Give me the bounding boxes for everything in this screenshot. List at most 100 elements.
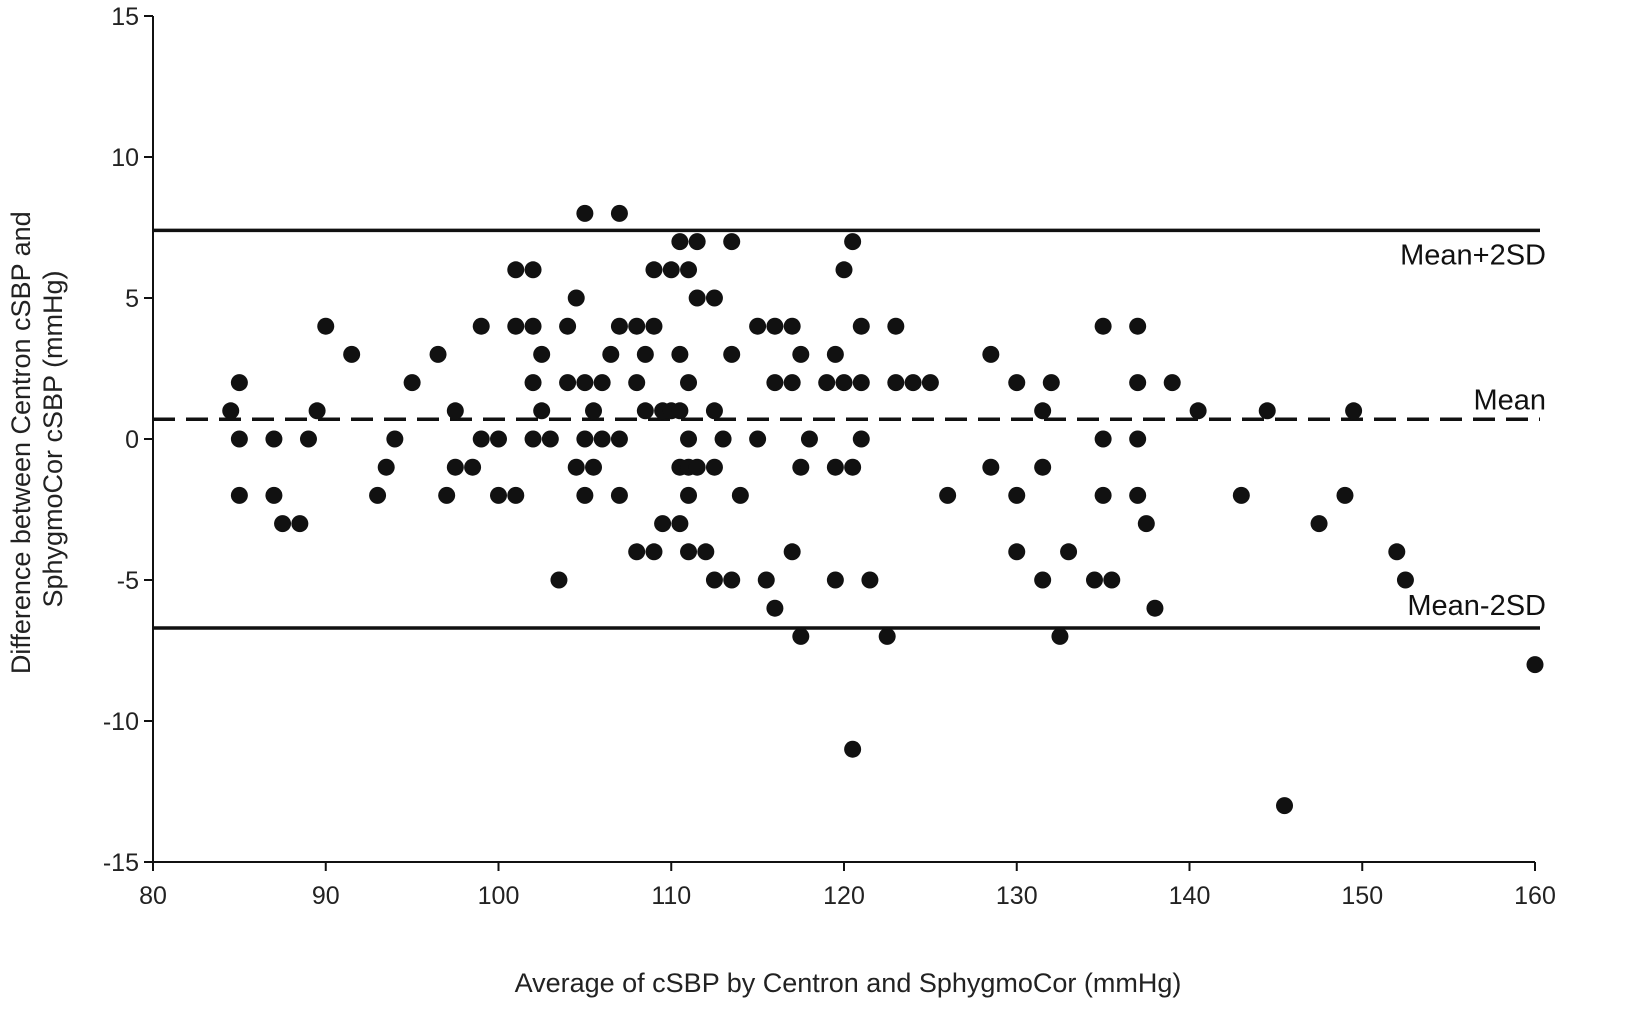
data-point: [671, 233, 689, 251]
data-point: [1034, 571, 1052, 589]
data-point: [783, 317, 801, 335]
data-point: [559, 317, 577, 335]
data-point: [904, 374, 922, 392]
data-point: [299, 430, 317, 448]
data-point: [1008, 374, 1026, 392]
data-point: [429, 345, 447, 363]
data-point: [766, 317, 784, 335]
y-axis-title-line-2: SphygmoCor cSBP (mmHg): [38, 270, 68, 607]
data-point: [524, 430, 542, 448]
x-tick-label: 90: [312, 882, 340, 910]
data-point: [636, 402, 654, 420]
y-axis-title: Difference between Centron cSBP and Sphy…: [6, 204, 68, 674]
y-tick-label: 5: [125, 285, 139, 313]
data-point: [1094, 430, 1112, 448]
data-point: [1008, 543, 1026, 561]
data-point: [844, 740, 862, 758]
data-point: [705, 289, 723, 307]
y-tick-label: 15: [111, 3, 139, 31]
data-point: [1094, 486, 1112, 504]
data-point: [1051, 627, 1069, 645]
data-point: [852, 430, 870, 448]
data-point: [1129, 430, 1147, 448]
data-point: [818, 374, 836, 392]
data-point: [472, 317, 490, 335]
data-point: [464, 458, 482, 476]
data-point: [766, 374, 784, 392]
data-point: [403, 374, 421, 392]
axes: [144, 15, 1536, 871]
data-point: [1129, 317, 1147, 335]
data-point: [861, 571, 879, 589]
data-point: [446, 458, 464, 476]
data-point: [1276, 797, 1294, 815]
data-point: [610, 317, 628, 335]
data-point: [645, 543, 663, 561]
data-point: [783, 543, 801, 561]
data-point: [982, 345, 1000, 363]
data-point: [1085, 571, 1103, 589]
data-point: [576, 430, 594, 448]
data-point: [688, 233, 706, 251]
y-tick-label: -5: [117, 567, 139, 595]
data-point: [697, 543, 715, 561]
data-point: [628, 543, 646, 561]
data-point: [291, 515, 309, 533]
data-point: [585, 402, 603, 420]
data-point: [1129, 374, 1147, 392]
data-point: [602, 345, 620, 363]
y-tick-label: -10: [103, 708, 139, 736]
data-point: [576, 204, 594, 222]
data-point: [688, 289, 706, 307]
x-tick-label: 160: [1514, 882, 1556, 910]
data-point: [610, 486, 628, 504]
y-tick-label: -15: [103, 849, 139, 877]
data-point: [507, 261, 525, 279]
data-point: [507, 317, 525, 335]
data-point: [610, 204, 628, 222]
x-tick-label: 100: [478, 882, 520, 910]
data-point: [714, 430, 732, 448]
data-point: [593, 374, 611, 392]
data-point: [939, 486, 957, 504]
data-point: [792, 627, 810, 645]
data-point: [662, 261, 680, 279]
data-point: [1146, 599, 1164, 617]
y-axis-title-line-1: Difference between Centron cSBP and: [6, 211, 36, 674]
data-point: [1396, 571, 1414, 589]
data-point: [308, 402, 326, 420]
data-point: [490, 430, 507, 448]
data-point: [705, 571, 723, 589]
data-point: [1336, 486, 1354, 504]
data-point: [628, 317, 646, 335]
data-point: [343, 345, 361, 363]
data-point: [1258, 402, 1276, 420]
data-point: [1232, 486, 1250, 504]
data-point: [792, 345, 810, 363]
data-point: [723, 571, 741, 589]
data-point: [826, 458, 844, 476]
data-point: [792, 458, 810, 476]
data-point: [386, 430, 404, 448]
reference-label: Mean: [1473, 384, 1546, 416]
data-point: [230, 374, 248, 392]
data-point: [1008, 486, 1026, 504]
data-point: [878, 627, 896, 645]
data-point: [541, 430, 559, 448]
x-tick-label: 120: [823, 882, 865, 910]
data-point: [628, 374, 646, 392]
data-point: [265, 430, 283, 448]
data-point: [446, 402, 464, 420]
data-point: [559, 374, 577, 392]
data-point: [533, 402, 551, 420]
data-point: [723, 233, 741, 251]
data-point: [749, 317, 767, 335]
data-point: [524, 317, 542, 335]
data-point: [230, 486, 248, 504]
data-point: [852, 374, 870, 392]
data-point: [274, 515, 292, 533]
data-point: [472, 430, 490, 448]
data-point: [844, 458, 862, 476]
data-point: [800, 430, 818, 448]
